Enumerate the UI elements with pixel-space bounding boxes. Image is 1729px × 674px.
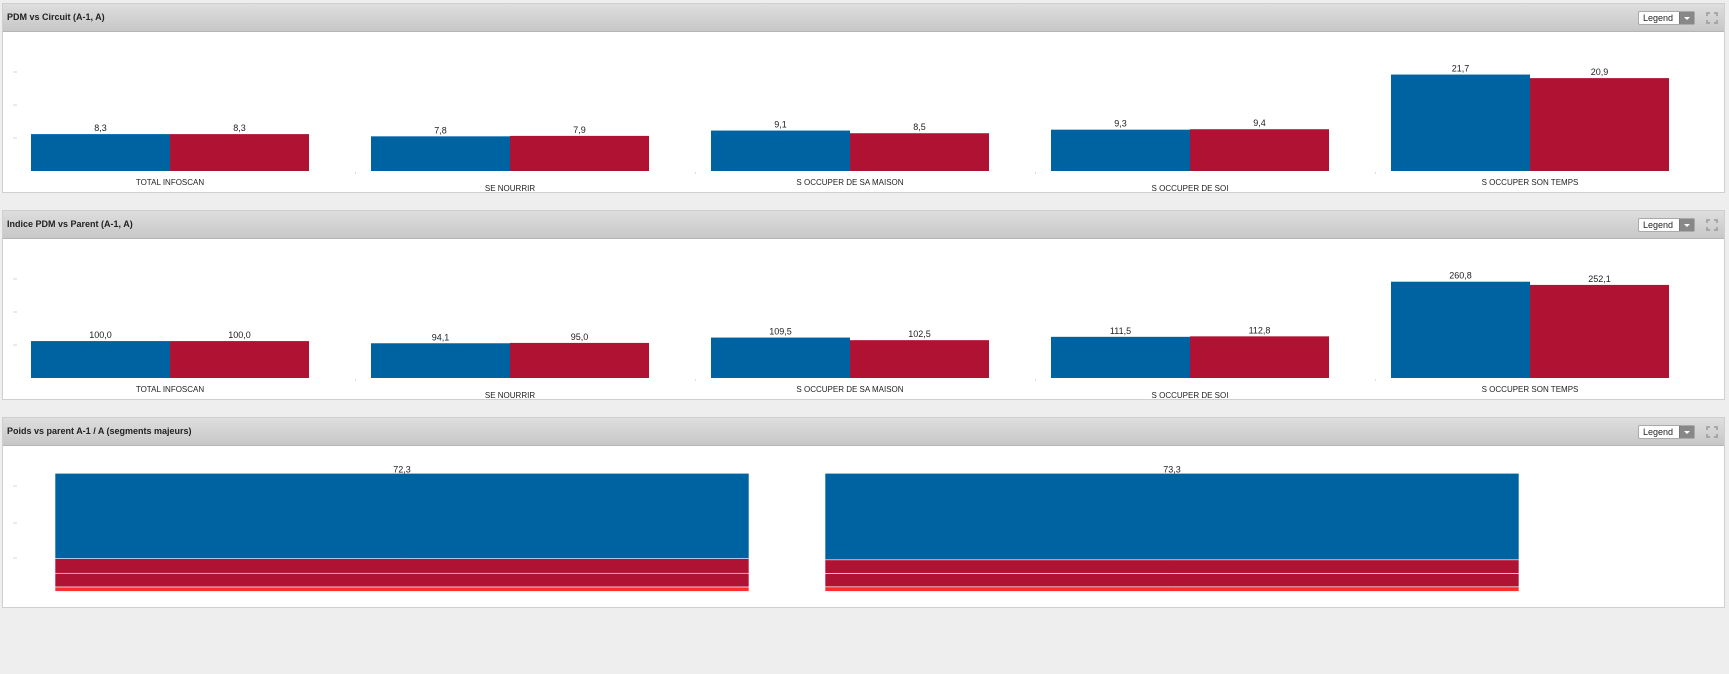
stacked-segment [824, 559, 1520, 574]
expand-icon[interactable] [1706, 219, 1718, 231]
bar [711, 337, 850, 378]
category-label: S OCCUPER DE SOI [1152, 184, 1229, 192]
data-label: 95,0 [571, 332, 589, 342]
data-label: 7,9 [573, 125, 586, 135]
bar-chart-pdm-circuit: 8,3 8,3 TOTAL INFOSCAN 7,8 7,9 SE NOURRIR 9,1 8… [13, 64, 1669, 192]
category-label: S OCCUPER DE SA MAISON [796, 178, 903, 187]
bar [371, 136, 510, 171]
data-label: 8,5 [913, 122, 926, 132]
category-label: SE NOURRIR [485, 391, 535, 399]
bar [850, 340, 989, 378]
category-label: TOTAL INFOSCAN [136, 385, 205, 394]
panel-header: Poids vs parent A-1 / A (segments majeur… [3, 418, 1724, 446]
data-label: 72,3 [393, 464, 411, 474]
bar [371, 343, 510, 378]
bar [1051, 129, 1190, 171]
data-label: 73,3 [1163, 464, 1181, 474]
bar [1190, 129, 1329, 171]
legend-dropdown[interactable]: Legend [1638, 11, 1695, 25]
legend-dropdown[interactable]: Legend [1638, 425, 1695, 439]
bar [31, 134, 170, 171]
panel-title: Poids vs parent A-1 / A (segments majeur… [7, 426, 192, 436]
bar [510, 342, 649, 378]
bar [170, 134, 309, 171]
data-label: 9,3 [1114, 119, 1127, 129]
data-label: 8,3 [94, 123, 107, 133]
data-label: 100,0 [228, 330, 251, 340]
bar [850, 133, 989, 171]
data-label: 9,4 [1253, 118, 1266, 128]
category-label: TOTAL INFOSCAN [136, 178, 205, 187]
bar [31, 341, 170, 378]
stacked-segment [54, 472, 750, 559]
category-label: S OCCUPER DE SA MAISON [796, 385, 903, 394]
bar [1051, 336, 1190, 378]
bar [1530, 284, 1669, 378]
chevron-down-icon [1679, 219, 1694, 231]
panel-pdm-circuit: PDM vs Circuit (A-1, A) Legend 8,3 8,3 TOT… [2, 3, 1725, 193]
data-label: 7,8 [434, 125, 447, 135]
legend-dropdown-label: Legend [1643, 427, 1674, 437]
bar [1190, 336, 1329, 378]
legend-dropdown[interactable]: Legend [1638, 218, 1695, 232]
bar [1391, 281, 1530, 378]
bar [510, 135, 649, 171]
bar-chart-indice-pdm: 100,0 100,0 TOTAL INFOSCAN 94,1 95,0 SE NOURR… [13, 271, 1669, 399]
category-label: SE NOURRIR [485, 184, 535, 192]
bar [711, 130, 850, 171]
data-label: 100,0 [89, 330, 112, 340]
bar [1530, 78, 1669, 171]
stacked-segment [824, 573, 1520, 588]
category-label: S OCCUPER SON TEMPS [1482, 385, 1579, 394]
category-label: S OCCUPER DE SOI [1152, 391, 1229, 399]
data-label: 9,1 [774, 120, 787, 130]
panel-indice-pdm: Indice PDM vs Parent (A-1, A) Legend 100… [2, 210, 1725, 400]
panel-header: Indice PDM vs Parent (A-1, A) Legend [3, 211, 1724, 239]
legend-dropdown-label: Legend [1643, 220, 1674, 230]
data-label: 102,5 [908, 329, 931, 339]
stacked-segment [824, 472, 1520, 561]
bar [1391, 74, 1530, 171]
data-label: 111,5 [1110, 326, 1131, 336]
panel-poids-parent: Poids vs parent A-1 / A (segments majeur… [2, 417, 1725, 608]
panel-header: PDM vs Circuit (A-1, A) Legend [3, 4, 1724, 32]
legend-dropdown-label: Legend [1643, 13, 1674, 23]
chevron-down-icon [1679, 426, 1694, 438]
stacked-segment [54, 558, 750, 574]
data-label: 8,3 [233, 123, 246, 133]
data-label: 94,1 [432, 332, 450, 342]
expand-icon[interactable] [1706, 426, 1718, 438]
data-label: 21,7 [1452, 64, 1470, 74]
data-label: 109,5 [769, 327, 792, 337]
expand-icon[interactable] [1706, 12, 1718, 24]
data-label: 252,1 [1588, 274, 1611, 284]
data-label: 112,8 [1249, 325, 1271, 335]
panel-title: PDM vs Circuit (A-1, A) [7, 12, 105, 22]
stacked-bar-chart-poids: 3,711,612,472,33,811,311,673,3 [13, 464, 1520, 593]
bar [170, 341, 309, 378]
panel-title: Indice PDM vs Parent (A-1, A) [7, 219, 133, 229]
data-label: 20,9 [1591, 67, 1609, 77]
stacked-segment [54, 572, 750, 588]
chevron-down-icon [1679, 12, 1694, 24]
data-label: 260,8 [1449, 271, 1472, 281]
category-label: S OCCUPER SON TEMPS [1482, 178, 1579, 187]
